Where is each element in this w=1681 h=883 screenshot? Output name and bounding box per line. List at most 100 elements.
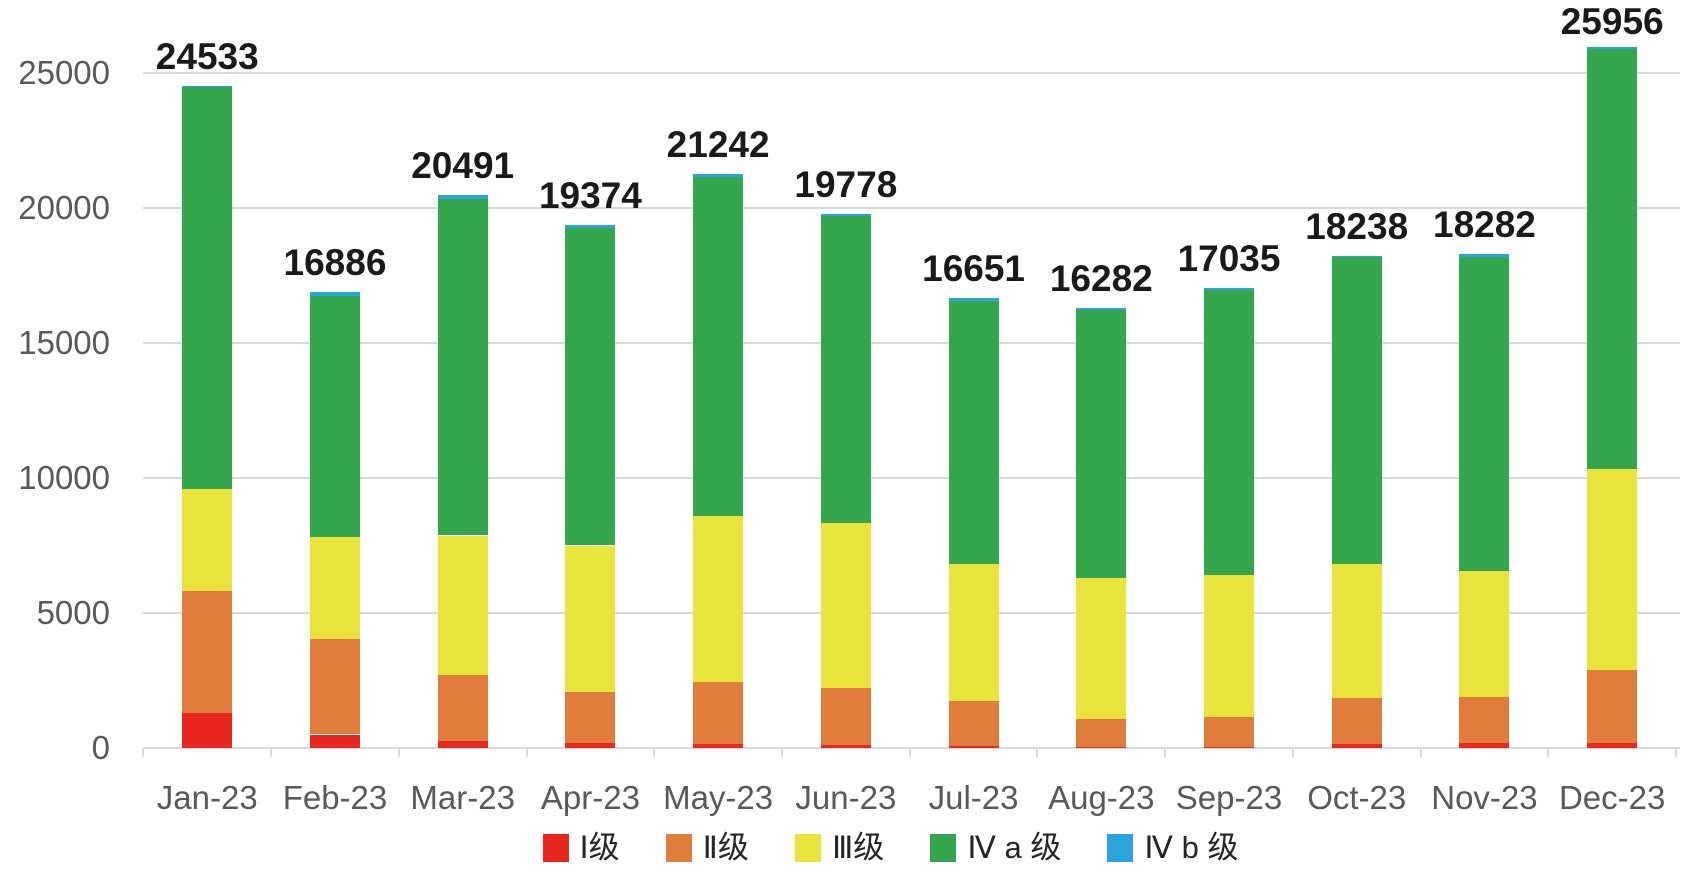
bar-segment-Ⅳ a 级: [820, 215, 871, 523]
axis-tick: [781, 748, 783, 757]
x-axis-line: [143, 747, 1680, 749]
bar-segment-Ⅳ b 级: [820, 213, 871, 216]
gridline: [143, 342, 1680, 344]
legend-item: Ⅳ a 级: [930, 831, 1061, 865]
bar-segment-Ⅱ级: [1331, 698, 1382, 744]
x-category-label: Aug-23: [1048, 779, 1155, 816]
axis-tick: [1036, 748, 1039, 757]
bar-segment-Ⅰ级: [1459, 743, 1510, 748]
gridline: [143, 207, 1680, 209]
bar-segment-Ⅳ a 级: [565, 228, 616, 546]
bar-total-label: 20491: [411, 144, 515, 186]
bar-total-label: 25956: [1560, 1, 1664, 42]
legend-item: Ⅰ级: [542, 830, 620, 865]
gridline: [143, 612, 1680, 614]
axis-tick: [1675, 748, 1678, 757]
bar-segment-Ⅳ b 级: [1331, 255, 1382, 258]
axis-tick: [397, 748, 400, 757]
axis-tick: [1419, 748, 1422, 757]
bar-segment-Ⅱ级: [948, 701, 999, 746]
bar-segment-Ⅳ a 级: [309, 296, 360, 538]
bar-segment-Ⅰ级: [437, 741, 488, 748]
bar-segment-Ⅳ a 级: [437, 198, 488, 536]
bar-segment-Ⅱ级: [1459, 697, 1510, 744]
bar-segment-Ⅳ a 级: [1204, 290, 1255, 575]
bar-segment-Ⅰ级: [1076, 747, 1127, 748]
bar-segment-Ⅲ级: [693, 516, 744, 682]
legend-swatch-icon: [794, 834, 821, 862]
bar-total-label: 19374: [538, 174, 642, 216]
y-tick-label: 5000: [36, 594, 110, 631]
bar-total-label: 18238: [1305, 205, 1409, 247]
bar-segment-Ⅳ b 级: [565, 224, 616, 229]
bar-segment-Ⅳ a 级: [1331, 257, 1382, 564]
legend-item: Ⅲ级: [794, 830, 885, 865]
y-tick-label: 25000: [18, 54, 110, 91]
bar-total-label: 21242: [666, 124, 770, 166]
bar-segment-Ⅲ级: [948, 563, 999, 702]
bar-segment-Ⅱ级: [693, 681, 744, 744]
x-category-label: Jun-23: [795, 779, 897, 816]
bar-segment-Ⅲ级: [182, 488, 233, 592]
bar-segment-Ⅲ级: [1331, 563, 1382, 699]
bar-segment-Ⅰ级: [820, 745, 871, 748]
x-category-label: Sep-23: [1175, 779, 1283, 816]
bar-segment-Ⅳ b 级: [1076, 308, 1127, 310]
bar-segment-Ⅳ b 级: [437, 194, 488, 199]
legend-item: Ⅳ b 级: [1107, 831, 1238, 865]
bar-segment-Ⅳ a 级: [1459, 256, 1510, 571]
bar-segment-Ⅰ级: [1587, 743, 1638, 748]
bar-segment-Ⅰ级: [182, 712, 233, 748]
gridline: [143, 72, 1680, 74]
bar-segment-Ⅲ级: [1459, 570, 1510, 698]
bar-total-label: 16282: [1049, 258, 1153, 300]
bar-segment-Ⅲ级: [565, 545, 616, 693]
axis-tick: [653, 748, 656, 757]
bar-segment-Ⅰ级: [693, 743, 744, 748]
bar-total-label: 19778: [794, 163, 898, 205]
bar-segment-Ⅳ b 级: [1204, 288, 1255, 291]
x-category-label: Jan-23: [156, 779, 258, 816]
x-category-label: Nov-23: [1431, 779, 1538, 816]
x-category-label: Oct-23: [1307, 779, 1407, 816]
legend-label: Ⅳ b 级: [1144, 830, 1239, 865]
bar-segment-Ⅲ级: [1587, 469, 1638, 670]
bar-segment-Ⅱ级: [1076, 718, 1127, 748]
legend: Ⅰ级 Ⅱ级 Ⅲ级 Ⅳ a 级 Ⅳ b 级: [0, 831, 1681, 865]
x-category-label: Feb-23: [282, 779, 388, 816]
bar-segment-Ⅱ级: [1587, 669, 1638, 744]
bar-segment-Ⅳ a 级: [1076, 309, 1127, 579]
axis-tick: [1547, 748, 1550, 757]
bar-segment-Ⅲ级: [820, 522, 871, 688]
bar-segment-Ⅳ b 级: [693, 174, 744, 177]
axis-tick: [525, 748, 528, 757]
bar-segment-Ⅰ级: [1331, 743, 1382, 748]
bar-segment-Ⅱ级: [820, 687, 871, 746]
bar-segment-Ⅰ级: [309, 734, 360, 748]
bar-segment-Ⅲ级: [309, 537, 360, 640]
axis-tick: [270, 748, 273, 757]
bar-segment-Ⅳ b 级: [1459, 254, 1510, 257]
y-tick-label: 0: [91, 729, 110, 766]
legend-swatch-icon: [665, 834, 692, 862]
legend-item: Ⅱ级: [665, 831, 749, 865]
bar-segment-Ⅰ级: [565, 742, 616, 748]
axis-tick: [142, 748, 145, 757]
legend-label: Ⅰ级: [579, 830, 620, 865]
bar-total-label: 16886: [283, 242, 387, 284]
x-category-label: Mar-23: [410, 779, 515, 816]
bar-segment-Ⅰ级: [948, 745, 999, 748]
bar-segment-Ⅳ a 级: [948, 301, 999, 564]
axis-tick: [908, 748, 911, 757]
gridline: [143, 477, 1680, 479]
legend-label: Ⅲ级: [831, 830, 885, 865]
x-category-label: Jul-23: [928, 779, 1019, 816]
bar-total-label: 24533: [155, 35, 259, 77]
legend-label: Ⅳ a 级: [967, 830, 1062, 865]
bar-segment-Ⅲ级: [437, 535, 488, 676]
y-tick-label: 10000: [18, 459, 110, 496]
bar-segment-Ⅳ a 级: [1587, 48, 1638, 470]
bar-segment-Ⅱ级: [182, 591, 233, 713]
bar-segment-Ⅱ级: [565, 692, 616, 743]
